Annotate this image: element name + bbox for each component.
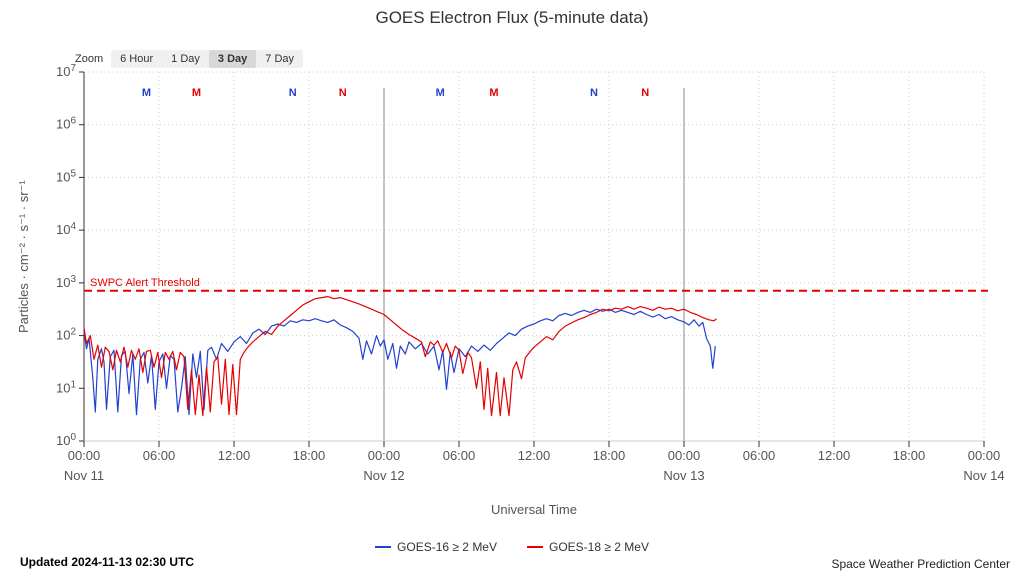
x-tick-time-label: 00:00 [368, 448, 401, 463]
series-line-goes-18 [83, 296, 717, 417]
series-line-goes-16 [83, 308, 716, 416]
y-tick-label: 105 [56, 168, 76, 184]
x-tick-time-label: 18:00 [293, 448, 326, 463]
x-tick-time-label: 00:00 [668, 448, 701, 463]
x-tick-time-label: 12:00 [818, 448, 851, 463]
updated-timestamp: Updated 2024-11-13 02:30 UTC [20, 555, 195, 569]
flare-marker-m: M [192, 87, 201, 99]
y-tick-label: 102 [56, 327, 76, 343]
zoom-label: Zoom [75, 53, 104, 65]
y-tick-label: 101 [56, 379, 76, 395]
zoom-button-7-day[interactable]: 7 Day [265, 53, 295, 65]
y-tick-label: 107 [56, 63, 76, 79]
flare-marker-n: N [289, 87, 297, 99]
flare-marker-m: M [142, 87, 151, 99]
legend-item-goes-18[interactable]: GOES-18 ≥ 2 MeV [527, 540, 649, 554]
zoom-button-3-day[interactable]: 3 Day [208, 50, 257, 68]
x-tick-time-label: 06:00 [743, 448, 776, 463]
flare-marker-m: M [436, 87, 445, 99]
zoom-button-6-hour[interactable]: 6 Hour [120, 53, 154, 65]
page-title: GOES Electron Flux (5-minute data) [375, 8, 649, 27]
x-tick-date-label: Nov 12 [363, 468, 404, 483]
x-axis-title: Universal Time [491, 502, 577, 517]
x-tick-date-label: Nov 14 [963, 468, 1004, 483]
x-tick-date-label: Nov 11 [64, 468, 104, 483]
x-tick-time-label: 00:00 [968, 448, 1001, 463]
legend: GOES-16 ≥ 2 MeV GOES-18 ≥ 2 MeV [0, 540, 1024, 554]
x-tick-time-label: 00:00 [68, 448, 101, 463]
legend-swatch-goes-18 [527, 546, 543, 548]
zoom-controls: Zoom 6 Hour 1 Day 3 Day 7 Day [75, 50, 304, 68]
legend-item-goes-16[interactable]: GOES-16 ≥ 2 MeV [375, 540, 497, 554]
zoom-button-1-day[interactable]: 1 Day [171, 53, 200, 65]
x-tick-time-label: 06:00 [443, 448, 476, 463]
flare-marker-n: N [590, 87, 598, 99]
x-tick-time-label: 12:00 [218, 448, 251, 463]
x-tick-time-label: 06:00 [143, 448, 176, 463]
threshold-label: SWPC Alert Threshold [90, 277, 200, 289]
legend-label-goes-16: GOES-16 ≥ 2 MeV [397, 540, 497, 554]
y-tick-label: 104 [56, 221, 76, 237]
x-tick-time-label: 18:00 [893, 448, 926, 463]
credit-text: Space Weather Prediction Center [831, 557, 1010, 571]
flare-marker-n: N [641, 87, 649, 99]
flare-marker-n: N [339, 87, 347, 99]
flare-marker-m: M [489, 87, 498, 99]
x-tick-time-label: 18:00 [593, 448, 626, 463]
y-tick-label: 103 [56, 274, 76, 290]
y-tick-label: 100 [56, 432, 76, 448]
x-tick-date-label: Nov 13 [663, 468, 704, 483]
x-tick-time-label: 12:00 [518, 448, 551, 463]
y-tick-label: 106 [56, 116, 76, 132]
legend-label-goes-18: GOES-18 ≥ 2 MeV [549, 540, 649, 554]
y-axis-title: Particles · cm⁻² · s⁻¹ · sr⁻¹ [16, 180, 31, 333]
zoom-button-group: 6 Hour 1 Day 3 Day 7 Day [111, 50, 304, 68]
legend-swatch-goes-16 [375, 546, 392, 548]
